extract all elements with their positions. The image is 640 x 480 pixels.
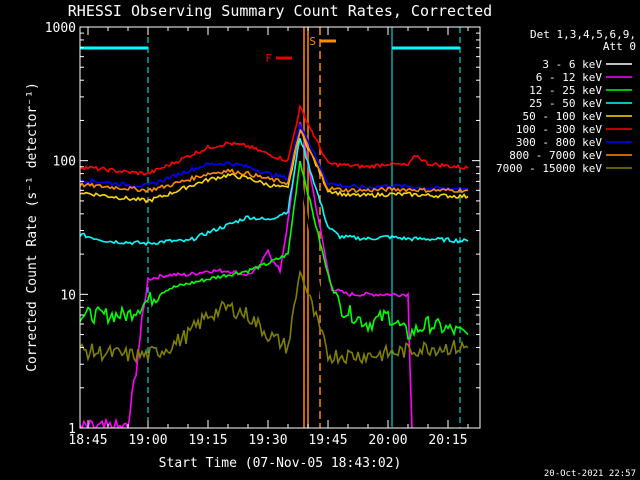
series-line: [80, 138, 469, 247]
series-line: [80, 121, 413, 428]
series-line: [80, 174, 409, 428]
legend-entry-label: 3 - 6 keV: [542, 58, 602, 71]
y-axis-label: Corrected Count Rate (s⁻¹ detector⁻¹): [25, 82, 40, 372]
plot-frame: [79, 26, 481, 429]
legend-entry-label: 12 - 25 keV: [529, 84, 602, 97]
annotation-label: S: [309, 35, 316, 48]
series-line: [80, 122, 469, 191]
night-interval: [80, 27, 149, 428]
legend-entry-label: 50 - 100 keV: [523, 110, 603, 123]
series-line: [80, 160, 469, 340]
annotation-label: F: [265, 52, 272, 65]
legend-entry-label: 25 - 50 keV: [529, 97, 602, 110]
series-line: [80, 129, 469, 194]
legend-title: Att 0: [603, 40, 636, 53]
legend-entry-label: 300 - 800 keV: [516, 136, 602, 149]
legend-entry-label: 6 - 12 keV: [536, 71, 603, 84]
legend-entry-label: 7000 - 15000 keV: [496, 162, 602, 175]
chart-title: RHESSI Observing Summary Count Rates, Co…: [68, 2, 492, 20]
series-line: [80, 103, 469, 176]
series-line: [80, 269, 469, 366]
y-axis: 1 10 100 1000: [45, 21, 480, 437]
x-tick-label: 20:15: [428, 433, 467, 448]
legend-title: Det 1,3,4,5,6,9,: [530, 28, 636, 41]
y-tick-label: 100: [53, 155, 76, 170]
legend-entry-label: 800 - 7000 keV: [509, 149, 602, 162]
plot-area: FS: [80, 27, 469, 428]
x-axis: 18:45 19:00 19:15 19:30 19:45 20:00 20:15: [68, 27, 469, 448]
y-tick-label: 1000: [45, 21, 76, 36]
legend-entry-label: 100 - 300 keV: [516, 123, 602, 136]
x-tick-label: 19:30: [248, 433, 287, 448]
night-interval: [391, 27, 461, 428]
series-line: [80, 128, 469, 204]
x-tick-label: 18:45: [68, 433, 107, 448]
x-axis-label: Start Time (07-Nov-05 18:43:02): [159, 456, 402, 471]
x-tick-label: 20:00: [368, 433, 407, 448]
x-tick-label: 19:45: [308, 433, 347, 448]
y-tick-label: 1: [68, 422, 76, 437]
footer-date: 20-Oct-2021 22:57: [544, 469, 636, 479]
x-tick-label: 19:00: [128, 433, 167, 448]
annotation-marker: F: [265, 52, 292, 65]
y-tick-label: 10: [60, 288, 76, 303]
x-tick-label: 19:15: [188, 433, 227, 448]
annotation-marker: S: [309, 35, 336, 48]
